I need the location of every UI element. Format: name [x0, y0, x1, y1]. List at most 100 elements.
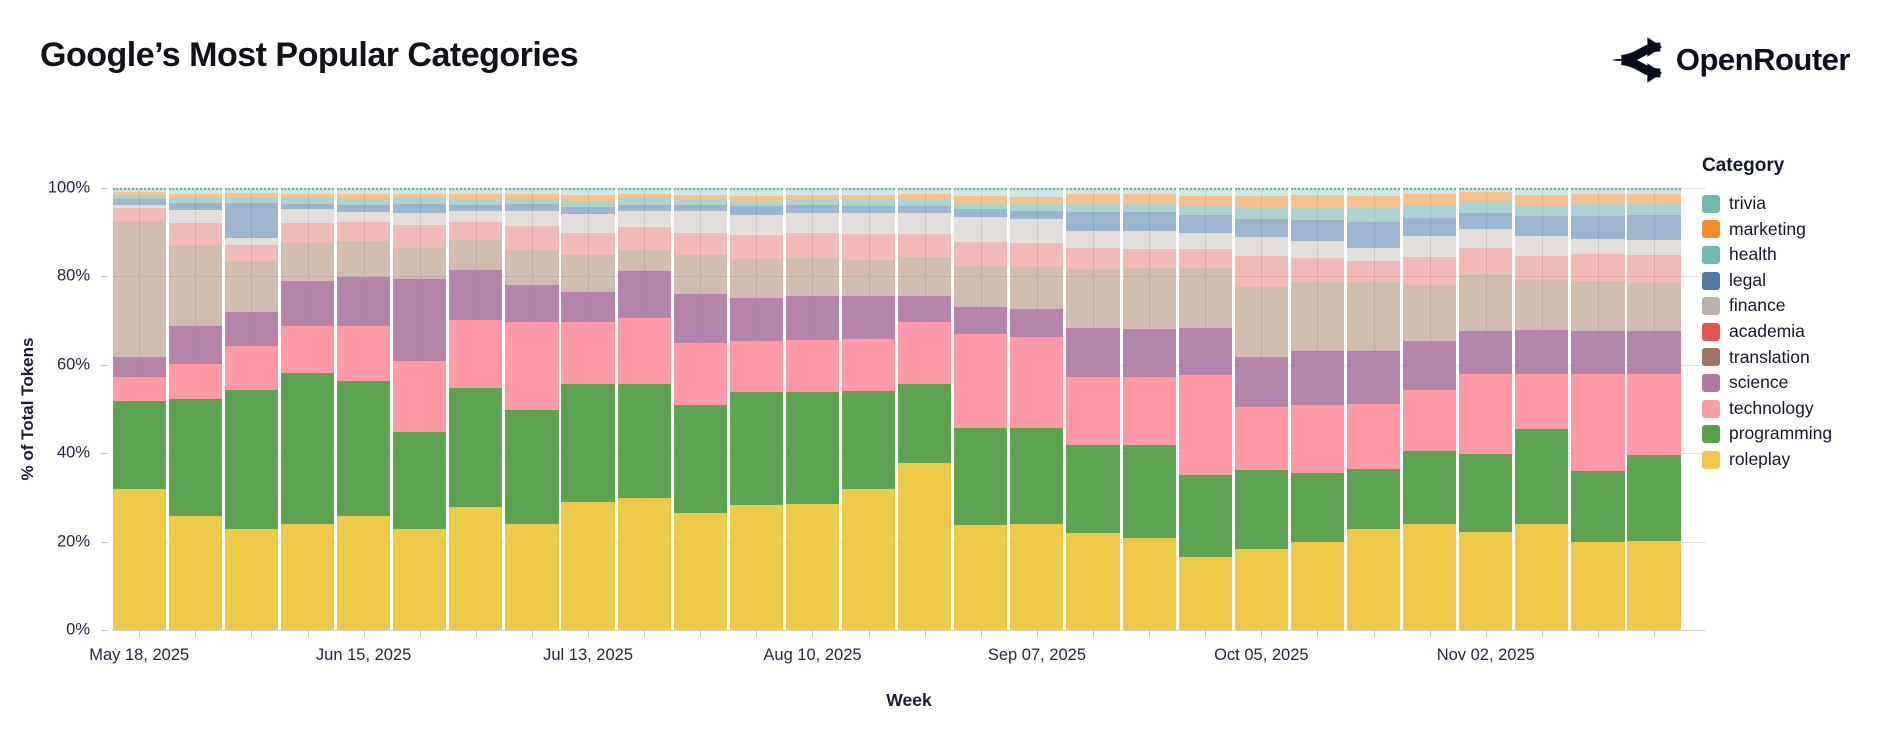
segment-marketing[interactable] — [280, 193, 335, 199]
segment-programming[interactable] — [1459, 454, 1513, 532]
segment-health[interactable] — [1010, 203, 1064, 211]
segment-health[interactable] — [337, 199, 391, 205]
segment-roleplay[interactable] — [1459, 531, 1513, 630]
segment-translation[interactable] — [1403, 285, 1457, 341]
segment-legal[interactable] — [168, 203, 222, 210]
segment-health[interactable] — [1066, 204, 1120, 212]
segment-marketing[interactable] — [1571, 193, 1625, 205]
segment-science[interactable] — [1346, 351, 1401, 404]
segment-academia[interactable] — [337, 222, 391, 242]
segment-finance[interactable] — [1627, 239, 1681, 255]
segment-roleplay[interactable] — [841, 489, 896, 630]
segment-programming[interactable] — [337, 381, 391, 516]
segment-finance[interactable] — [1459, 228, 1513, 249]
segment-technology[interactable] — [729, 341, 783, 393]
bar-week-Oct 12, 2025[interactable] — [1290, 188, 1345, 630]
segment-health[interactable] — [224, 197, 278, 204]
segment-science[interactable] — [729, 298, 783, 342]
segment-trivia[interactable] — [729, 187, 783, 196]
segment-translation[interactable] — [841, 259, 896, 297]
segment-legal[interactable] — [1290, 220, 1345, 242]
segment-science[interactable] — [561, 292, 615, 322]
segment-roleplay[interactable] — [1515, 523, 1569, 630]
segment-trivia[interactable] — [954, 188, 1008, 197]
segment-translation[interactable] — [168, 244, 222, 327]
bar-week-Jul 06, 2025[interactable] — [505, 187, 559, 630]
segment-science[interactable] — [954, 307, 1008, 335]
bar-week-Nov 09, 2025[interactable] — [1515, 187, 1569, 630]
segment-roleplay[interactable] — [561, 502, 615, 630]
segment-roleplay[interactable] — [449, 506, 503, 630]
segment-science[interactable] — [1627, 330, 1681, 374]
legend-item-academia[interactable]: academia — [1702, 319, 1877, 345]
bar-week-Jun 22, 2025[interactable] — [393, 187, 447, 630]
legend-item-technology[interactable]: technology — [1702, 396, 1877, 422]
bar-week-Nov 16, 2025[interactable] — [1571, 188, 1625, 630]
segment-translation[interactable] — [1346, 282, 1401, 352]
segment-roleplay[interactable] — [112, 489, 166, 630]
segment-marketing[interactable] — [1515, 195, 1569, 205]
segment-health[interactable] — [841, 200, 896, 207]
segment-roleplay[interactable] — [337, 515, 391, 630]
segment-marketing[interactable] — [1066, 194, 1120, 205]
segment-marketing[interactable] — [1627, 193, 1681, 204]
bar-week-Oct 26, 2025[interactable] — [1403, 188, 1457, 630]
segment-science[interactable] — [1066, 327, 1120, 377]
segment-programming[interactable] — [729, 392, 783, 505]
segment-legal[interactable] — [1234, 219, 1288, 237]
segment-health[interactable] — [729, 200, 783, 207]
segment-legal[interactable] — [393, 204, 447, 213]
segment-legal[interactable] — [1066, 211, 1120, 231]
segment-science[interactable] — [1403, 340, 1457, 390]
segment-trivia[interactable] — [112, 188, 166, 192]
segment-legal[interactable] — [561, 206, 615, 215]
segment-marketing[interactable] — [337, 194, 391, 200]
segment-legal[interactable] — [1515, 216, 1569, 236]
segment-legal[interactable] — [1403, 218, 1457, 237]
segment-trivia[interactable] — [1403, 188, 1457, 195]
segment-roleplay[interactable] — [1346, 529, 1401, 630]
segment-science[interactable] — [617, 271, 671, 319]
segment-health[interactable] — [1459, 201, 1513, 213]
segment-science[interactable] — [337, 276, 391, 327]
segment-finance[interactable] — [337, 211, 391, 223]
bar-week-Aug 03, 2025[interactable] — [729, 187, 783, 630]
segment-trivia[interactable] — [224, 187, 278, 194]
bar-week-Nov 02, 2025[interactable] — [1459, 187, 1513, 630]
segment-finance[interactable] — [841, 213, 896, 235]
segment-programming[interactable] — [898, 384, 952, 463]
segment-technology[interactable] — [1290, 405, 1345, 474]
segment-trivia[interactable] — [561, 188, 615, 195]
segment-programming[interactable] — [1346, 468, 1401, 530]
segment-translation[interactable] — [561, 254, 615, 293]
segment-academia[interactable] — [1010, 242, 1064, 267]
bar-week-Aug 10, 2025[interactable] — [785, 188, 840, 630]
bar-week-Sep 07, 2025[interactable] — [1010, 188, 1064, 630]
bar-week-Sep 14, 2025[interactable] — [1066, 188, 1120, 630]
segment-marketing[interactable] — [1459, 192, 1513, 202]
segment-programming[interactable] — [1234, 470, 1288, 549]
segment-roleplay[interactable] — [729, 504, 783, 630]
segment-trivia[interactable] — [1010, 188, 1064, 197]
segment-trivia[interactable] — [1571, 188, 1625, 194]
segment-science[interactable] — [673, 294, 727, 344]
segment-legal[interactable] — [337, 204, 391, 212]
segment-roleplay[interactable] — [168, 515, 222, 630]
segment-technology[interactable] — [561, 321, 615, 384]
segment-academia[interactable] — [841, 234, 896, 260]
segment-programming[interactable] — [841, 391, 896, 490]
segment-programming[interactable] — [112, 401, 166, 490]
segment-translation[interactable] — [954, 265, 1008, 308]
segment-programming[interactable] — [673, 405, 727, 514]
segment-science[interactable] — [449, 270, 503, 320]
segment-marketing[interactable] — [1178, 196, 1232, 206]
segment-finance[interactable] — [1178, 233, 1232, 249]
segment-academia[interactable] — [112, 207, 166, 221]
segment-programming[interactable] — [393, 431, 447, 529]
segment-marketing[interactable] — [841, 194, 896, 201]
segment-trivia[interactable] — [280, 188, 335, 194]
segment-translation[interactable] — [673, 254, 727, 295]
segment-science[interactable] — [1290, 350, 1345, 406]
segment-programming[interactable] — [449, 387, 503, 507]
bar-week-Jul 20, 2025[interactable] — [617, 188, 671, 630]
